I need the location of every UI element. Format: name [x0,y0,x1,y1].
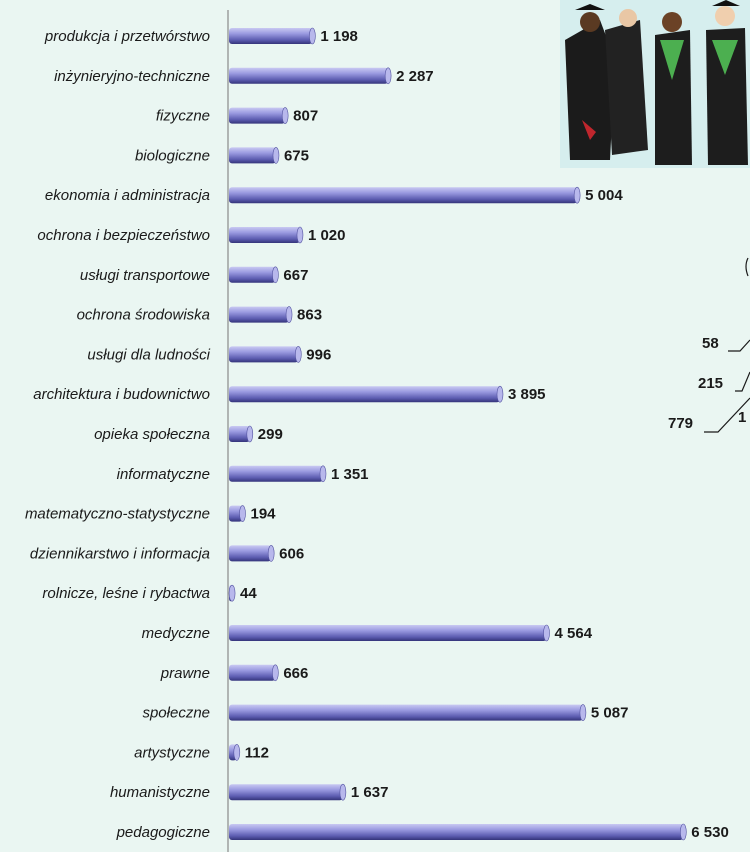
bar [229,386,500,402]
value-label: 6 530 [691,824,729,841]
y-tick-label: medyczne [142,625,210,642]
bar-cap [282,108,288,124]
y-tick-label: fizyczne [156,108,210,125]
bar-cap [574,187,580,203]
bar [229,346,298,362]
bar [229,824,683,840]
bar [229,108,285,124]
value-label: 299 [258,426,283,443]
value-label: 675 [284,147,309,164]
value-label: 1 351 [331,466,369,483]
bar [229,705,583,721]
bar [229,307,289,323]
bar-cap [320,466,326,482]
y-tick-label: ekonomia i administracja [45,187,210,204]
bar-cap [272,267,278,283]
value-label: 194 [250,506,276,523]
pie-label: 58 [702,335,719,352]
bar-cap [286,307,292,323]
value-label: 666 [283,665,308,682]
bar-cap [229,585,235,601]
y-tick-label: opieka społeczna [94,426,210,443]
graduates-clipart [560,0,750,168]
bar [229,784,343,800]
pie-label: 779 [668,415,693,432]
bar-cap [247,426,253,442]
bar-cap [234,744,240,760]
bar [229,625,547,641]
y-tick-label: usługi dla ludności [87,346,210,363]
y-tick-label: architektura i budownictwo [33,386,210,403]
bar-cap [309,28,315,44]
bar-cap [272,665,278,681]
bar [229,227,300,243]
bar-cap [680,824,686,840]
value-label: 1 637 [351,784,389,801]
value-label: 4 564 [555,625,593,642]
value-label: 667 [283,267,308,284]
y-tick-label: pedagogiczne [116,824,210,841]
bar [229,147,276,163]
value-label: 2 287 [396,68,434,85]
bar-cap [295,346,301,362]
y-tick-label: inżynieryjno-techniczne [54,68,210,85]
value-label: 112 [245,744,269,761]
value-label: 3 895 [508,386,546,403]
chart: produkcja i przetwórstwo 1 198 inżynieryjn… [0,0,750,852]
value-label: 863 [297,307,322,324]
bar [229,545,271,561]
value-label: 606 [279,545,304,562]
value-label: 5 087 [591,705,629,722]
y-tick-label: artystyczne [134,744,210,761]
y-tick-label: humanistyczne [110,784,210,801]
value-label: 5 004 [585,187,623,204]
bar-cap [268,545,274,561]
bar-cap [340,784,346,800]
bar [229,665,275,681]
bar-cap [297,227,303,243]
y-tick-label: biologiczne [135,147,210,164]
pie-label: 215 [698,375,723,392]
y-tick-label: ochrona i bezpieczeństwo [37,227,210,244]
bar [229,28,312,44]
value-label: 1 198 [320,28,358,45]
bar-cap [239,506,245,522]
bar [229,68,388,84]
pie-label: 1 [738,409,746,426]
y-tick-label: prawne [160,665,210,682]
y-tick-label: dziennikarstwo i informacja [30,545,210,562]
bar [229,267,275,283]
bar-cap [273,147,279,163]
bar-cap [385,68,391,84]
bar-cap [497,386,503,402]
value-label: 44 [240,585,257,602]
value-label: 996 [306,346,331,363]
bar-cap [580,705,586,721]
value-label: 807 [293,108,318,125]
y-tick-label: usługi transportowe [80,267,210,284]
bar [229,466,323,482]
bar-cap [544,625,550,641]
y-tick-label: matematyczno-statystyczne [25,506,210,523]
value-label: 1 020 [308,227,346,244]
y-tick-label: produkcja i przetwórstwo [44,28,210,45]
y-tick-label: społeczne [142,705,210,722]
y-tick-label: rolnicze, leśne i rybactwa [42,585,210,602]
y-tick-label: informatyczne [117,466,210,483]
bar [229,187,577,203]
y-tick-label: ochrona środowiska [77,307,210,324]
